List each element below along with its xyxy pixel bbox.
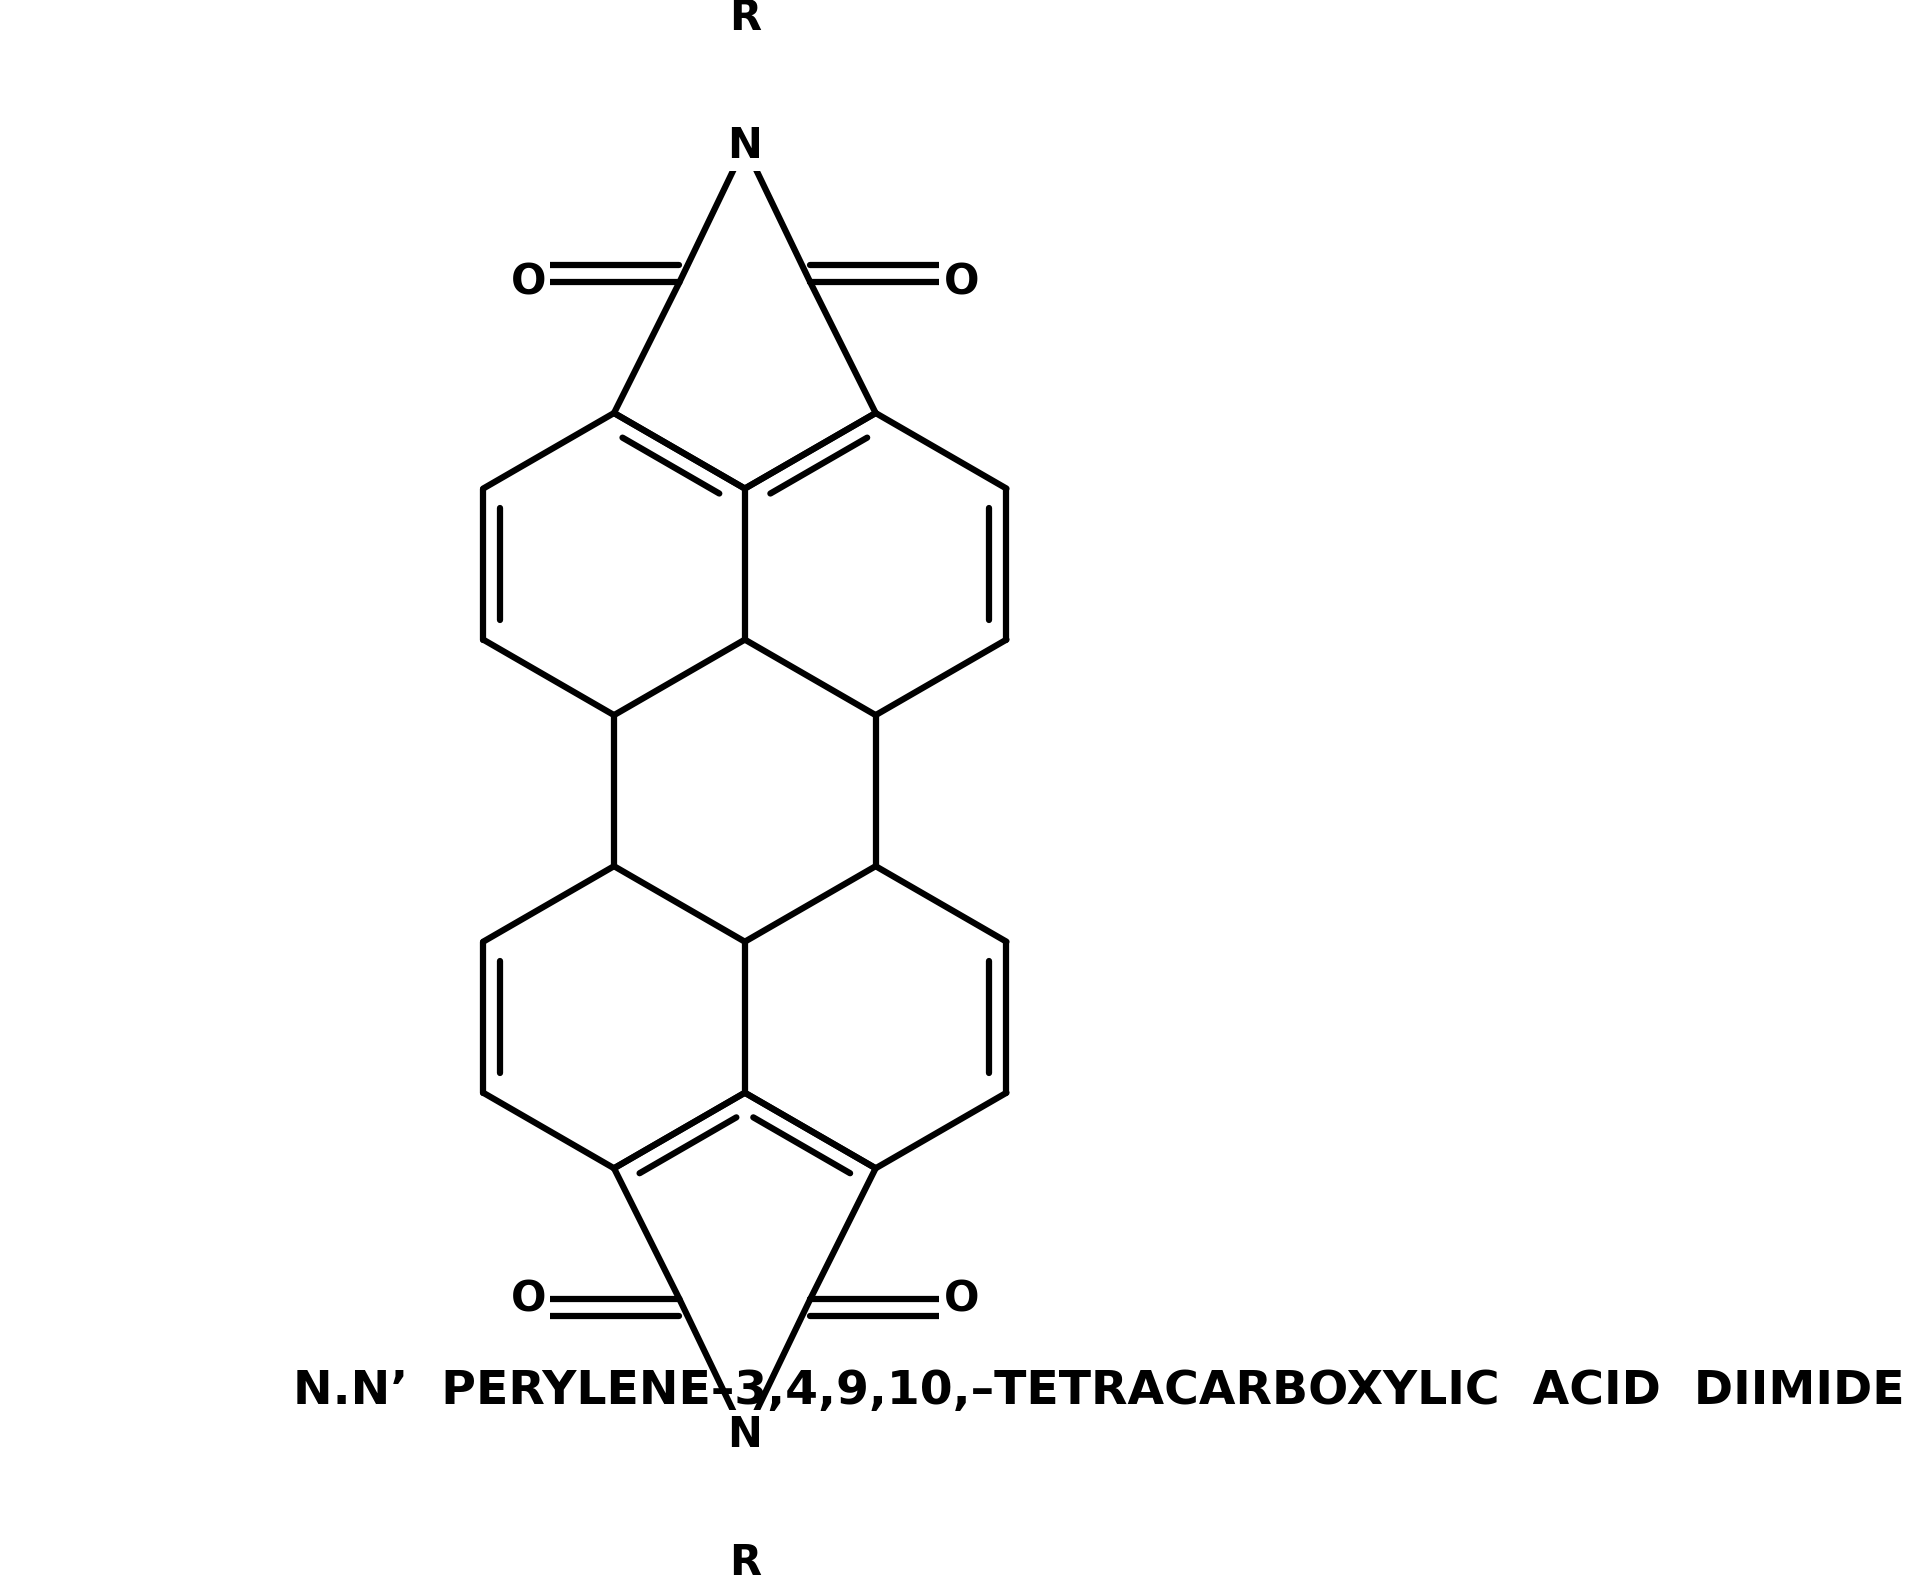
Text: O: O <box>511 1278 545 1319</box>
Text: R: R <box>728 1542 761 1582</box>
Text: N: N <box>726 1414 763 1455</box>
Text: O: O <box>944 1278 979 1319</box>
Text: N.N’  PERYLENE–3,4,9,10,–TETRACARBOXYLIC  ACID  DIIMIDE: N.N’ PERYLENE–3,4,9,10,–TETRACARBOXYLIC … <box>293 1370 1904 1414</box>
Text: N: N <box>726 125 763 168</box>
Text: R: R <box>728 0 761 40</box>
Text: O: O <box>511 261 545 304</box>
Text: O: O <box>944 261 979 304</box>
